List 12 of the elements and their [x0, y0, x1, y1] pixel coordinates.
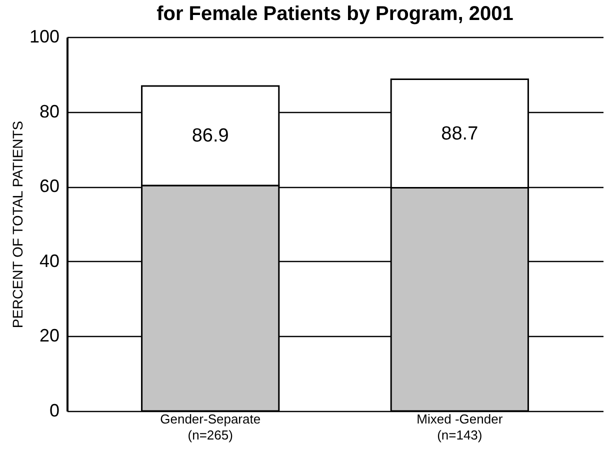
y-tick-label: 60: [39, 176, 60, 196]
x-tick-label: Mixed -Gender (n=143): [416, 412, 504, 442]
y-tick-label: 40: [39, 250, 60, 271]
total-label: 88.7: [441, 123, 478, 144]
y-tick-label: 0: [49, 400, 60, 420]
total-label: 86.9: [192, 126, 229, 147]
y-tick-label: 80: [39, 101, 60, 122]
x-tick-label: Gender-Separate (n=265): [160, 412, 261, 442]
y-tick-label: 100: [29, 26, 60, 46]
chart-title: for Female Patients by Program, 2001: [156, 3, 514, 25]
y-tick-label: 20: [39, 326, 60, 346]
y-axis-title: PERCENT OF TOTAL PATIENTS: [9, 120, 26, 328]
